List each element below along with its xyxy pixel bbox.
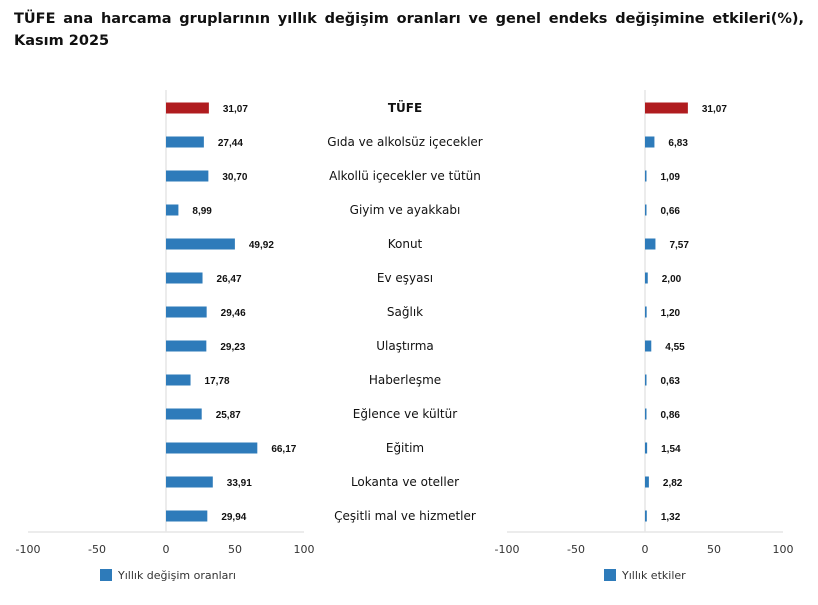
- data-label: 29,94: [221, 512, 246, 523]
- bar-8: [166, 374, 191, 386]
- bar-9: [166, 408, 202, 420]
- category-label: Ulaştırma: [376, 339, 434, 353]
- bar-0: [166, 102, 209, 114]
- category-label: Ev eşyası: [377, 271, 433, 285]
- bar-12: [645, 510, 647, 522]
- category-label: TÜFE: [388, 100, 422, 115]
- legend-swatch: [604, 569, 616, 581]
- bar-11: [166, 476, 213, 488]
- data-label: 66,17: [271, 444, 296, 455]
- bar-0: [645, 102, 688, 114]
- data-label: 30,70: [222, 172, 247, 183]
- data-label: 1,32: [661, 512, 681, 523]
- category-label: Eğlence ve kültür: [353, 407, 457, 421]
- category-label: Eğitim: [386, 441, 424, 455]
- bar-2: [166, 170, 209, 182]
- bar-11: [645, 476, 649, 488]
- bar-5: [645, 272, 648, 284]
- category-label: Giyim ve ayakkabı: [350, 203, 461, 217]
- category-label: Gıda ve alkolsüz içecekler: [327, 135, 483, 149]
- bar-1: [645, 136, 655, 148]
- chart-title: TÜFE ana harcama gruplarının yıllık deği…: [14, 11, 804, 49]
- data-label: 31,07: [702, 104, 727, 115]
- data-label: 7,57: [669, 240, 689, 251]
- x-tick-label: 50: [707, 543, 721, 556]
- data-label: 0,66: [661, 206, 681, 217]
- data-label: 31,07: [223, 104, 248, 115]
- bar-7: [645, 340, 652, 352]
- data-label: 1,09: [661, 172, 681, 183]
- category-label: Çeşitli mal ve hizmetler: [334, 509, 476, 523]
- data-label: 26,47: [217, 274, 242, 285]
- bar-5: [166, 272, 203, 284]
- data-label: 0,86: [661, 410, 681, 421]
- category-label: Lokanta ve oteller: [351, 475, 459, 489]
- bar-4: [645, 238, 656, 250]
- category-label: Alkollü içecekler ve tütün: [329, 169, 481, 183]
- data-label: 27,44: [218, 138, 243, 149]
- x-tick-label: 0: [642, 543, 649, 556]
- x-tick-label: 100: [294, 543, 315, 556]
- bar-1: [166, 136, 204, 148]
- x-tick-label: -50: [88, 543, 106, 556]
- x-tick-label: 100: [773, 543, 794, 556]
- data-label: 2,00: [662, 274, 682, 285]
- bar-4: [166, 238, 235, 250]
- x-tick-label: 0: [163, 543, 170, 556]
- data-label: 8,99: [192, 206, 212, 217]
- legend-swatch: [100, 569, 112, 581]
- bar-6: [166, 306, 207, 318]
- data-label: 29,23: [220, 342, 245, 353]
- x-tick-label: -50: [567, 543, 585, 556]
- legend-label: Yıllık etkiler: [621, 569, 686, 582]
- data-label: 4,55: [665, 342, 685, 353]
- bar-3: [166, 204, 179, 216]
- data-label: 33,91: [227, 478, 252, 489]
- data-label: 29,46: [221, 308, 246, 319]
- category-label: Sağlık: [387, 305, 423, 319]
- bar-3: [645, 204, 647, 216]
- data-label: 25,87: [216, 410, 241, 421]
- bar-7: [166, 340, 207, 352]
- x-tick-label: -100: [495, 543, 520, 556]
- bar-12: [166, 510, 208, 522]
- bar-9: [645, 408, 647, 420]
- data-label: 2,82: [663, 478, 683, 489]
- bar-6: [645, 306, 647, 318]
- x-tick-label: -100: [16, 543, 41, 556]
- data-label: 6,83: [668, 138, 688, 149]
- x-tick-label: 50: [228, 543, 242, 556]
- data-label: 17,78: [205, 376, 230, 387]
- category-label: Haberleşme: [369, 373, 441, 387]
- data-label: 1,20: [661, 308, 681, 319]
- bar-8: [645, 374, 647, 386]
- data-label: 49,92: [249, 240, 274, 251]
- category-label: Konut: [388, 237, 423, 251]
- bar-10: [166, 442, 258, 454]
- bar-10: [645, 442, 648, 454]
- bar-2: [645, 170, 647, 182]
- data-label: 1,54: [661, 444, 681, 455]
- data-label: 0,63: [661, 376, 681, 387]
- legend-label: Yıllık değişim oranları: [117, 569, 236, 582]
